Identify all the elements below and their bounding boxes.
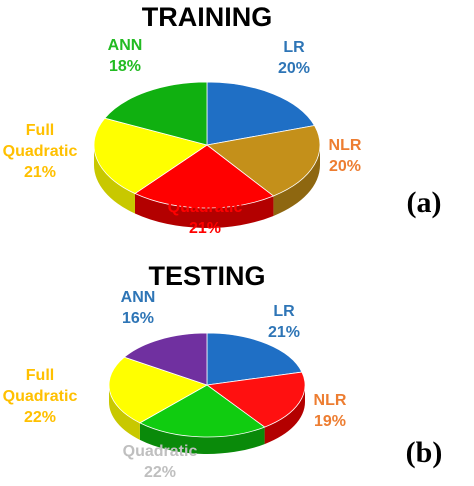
pie-slice-ann <box>104 81 208 146</box>
pie-slice-side-full-quadratic <box>94 145 135 214</box>
pie-slice-side-nlr <box>264 385 305 445</box>
pie-slice-ann <box>123 332 208 386</box>
pie-slice-full-quadratic <box>108 356 208 424</box>
slice-label-nlr: NLR 20% <box>329 137 362 175</box>
panel-label: (b) <box>406 436 443 469</box>
pie-side-walls <box>94 145 320 229</box>
pie-slice-lr <box>206 332 303 386</box>
pie-slice-quadratic <box>139 384 266 438</box>
slice-label-nlr: NLR 19% <box>314 392 347 430</box>
slice-label-quadratic: Quadratic 22% <box>123 443 198 481</box>
pie-slice-nlr <box>205 371 306 428</box>
chart-title: TESTING <box>148 261 265 291</box>
slice-label-lr: LR 20% <box>278 39 310 77</box>
pie-slice-full-quadratic <box>93 117 208 194</box>
pie-slice-side-nlr <box>273 145 320 216</box>
slice-label-ann: ANN 16% <box>121 289 156 327</box>
pie-side-walls <box>109 385 305 455</box>
pie-slice-side-quadratic <box>134 193 274 229</box>
testing-pie-chart: TESTING LR 21% NLR 19% Quadratic 22% Full Quadr… <box>3 261 443 481</box>
pie-slice-side-full-quadratic <box>109 385 140 440</box>
slice-label-ann: ANN 18% <box>108 37 143 75</box>
slice-label-full-quadratic: Full Quadratic 22% <box>3 367 78 426</box>
pie-slice-side-quadratic <box>139 422 265 455</box>
slice-label-lr: LR 21% <box>268 303 300 341</box>
chart-title: TRAINING <box>142 2 273 32</box>
slice-label-quadratic: Quadratic 21% <box>168 199 243 237</box>
pie-slice-nlr <box>206 125 321 197</box>
pie-slice-lr <box>206 81 316 146</box>
panel-label: (a) <box>407 186 442 219</box>
slice-label-full-quadratic: Full Quadratic 21% <box>3 122 78 181</box>
pie-slice-quadratic <box>134 144 275 209</box>
training-pie-chart: TRAINING LR 20% NLR 20% Quadratic 21% Full Quad… <box>3 2 442 237</box>
